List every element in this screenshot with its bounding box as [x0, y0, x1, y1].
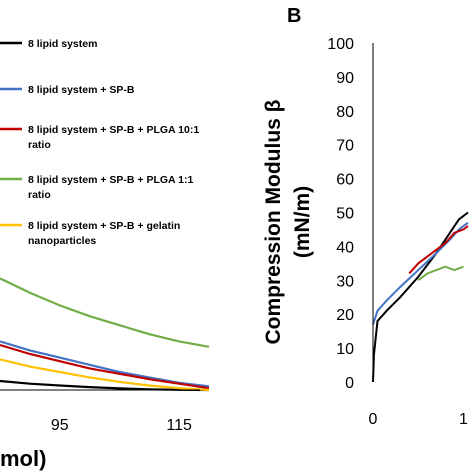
panel-b-y-tick-label: 20	[336, 307, 354, 324]
legend-label: nanoparticles	[28, 235, 96, 247]
panel-a-series-lines	[0, 277, 210, 392]
panel-a-series-line-5	[0, 358, 210, 392]
panel-b-y-axis-title-line2: (mN/m)	[291, 186, 314, 258]
panel-a-x-tick-label: 115	[166, 417, 192, 434]
panel-b-y-tick-label: 80	[336, 104, 354, 121]
legend-entry-3: 8 lipid system + SP-B + PLGA 10:1 ratio	[0, 124, 199, 151]
panel-a-legend: 8 lipid system 8 lipid system + SP-B 8 lip…	[0, 38, 199, 247]
legend-label: ratio	[28, 189, 51, 201]
panel-b-y-tick-label: 30	[336, 273, 354, 290]
legend-entry-4: 8 lipid system + SP-B + PLGA 1:1 ratio	[0, 174, 193, 201]
legend-entry-2: 8 lipid system + SP-B	[0, 84, 135, 96]
panel-b-x-tick-label: 1	[459, 411, 468, 428]
panel-a-x-tick-labels: 95 115	[51, 417, 192, 434]
panel-b-y-axis-title-line1: Compression Modulus β	[262, 99, 285, 344]
legend-label: ratio	[28, 139, 51, 151]
panel-b-y-tick-label: 100	[327, 36, 354, 53]
panel-a: 95 115 mol) 8 lipid system 8 lipid system …	[0, 38, 210, 471]
legend-label: 8 lipid system + SP-B + PLGA 1:1	[28, 174, 193, 186]
legend-entry-5: 8 lipid system + SP-B + gelatin nanoparti…	[0, 220, 180, 247]
panel-b-letter: B	[287, 5, 301, 27]
legend-label: 8 lipid system + SP-B + gelatin	[28, 220, 180, 232]
legend-label: 8 lipid system	[28, 38, 97, 50]
panel-a-x-axis-title: mol)	[0, 446, 46, 471]
panel-b-series-line-4	[417, 265, 464, 282]
panel-a-series-line-4	[0, 277, 210, 348]
panel-b-y-tick-label: 40	[336, 239, 354, 256]
panel-a-x-tick-label: 95	[51, 417, 69, 434]
panel-b-y-tick-label: 70	[336, 138, 354, 155]
panel-b-series-line-3	[408, 225, 469, 275]
panel-b-series-line-1	[372, 211, 469, 383]
panel-b-y-tick-label: 60	[336, 172, 354, 189]
legend-entry-1: 8 lipid system	[0, 38, 97, 50]
panel-b-y-tick-label: 0	[345, 375, 354, 392]
legend-label: 8 lipid system + SP-B	[28, 84, 135, 96]
panel-b: B Compression Modulus β (mN/m) 100908070…	[262, 5, 469, 428]
panel-a-series-line-3	[0, 343, 210, 390]
panel-b-y-tick-label: 10	[336, 341, 354, 358]
panel-b-x-tick-label: 0	[369, 411, 378, 428]
panel-b-y-tick-label: 90	[336, 70, 354, 87]
panel-b-series-lines	[372, 211, 469, 383]
legend-label: 8 lipid system + SP-B + PLGA 10:1	[28, 124, 199, 136]
panel-b-y-tick-label: 50	[336, 206, 354, 223]
